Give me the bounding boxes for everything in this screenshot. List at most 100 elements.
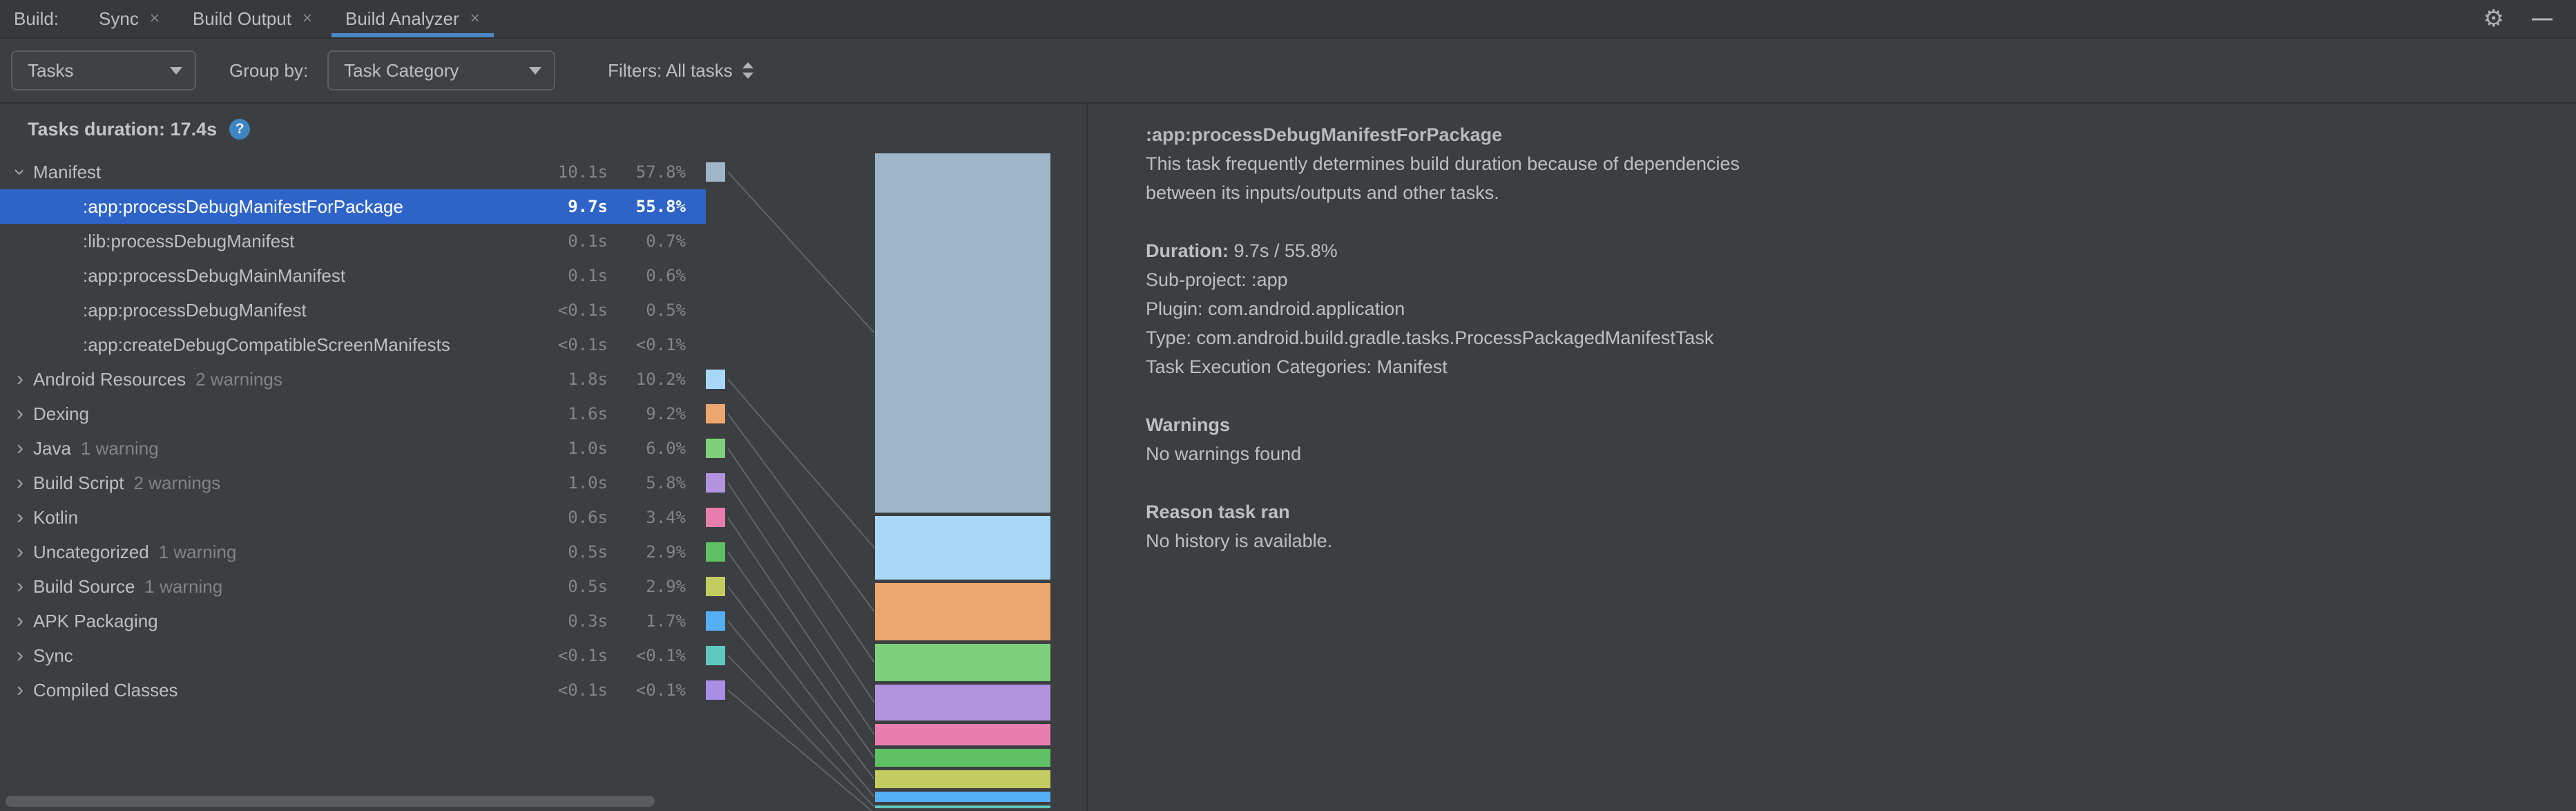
close-tab-icon[interactable]: × <box>470 9 480 28</box>
close-tab-icon[interactable]: × <box>149 9 160 28</box>
subproject-line: Sub-project: :app <box>1146 269 1288 290</box>
chevron-collapsed-icon[interactable]: › <box>17 540 23 563</box>
warnings-header: Warnings <box>1146 414 1231 435</box>
warning-count: 1 warning <box>158 541 237 562</box>
task-details-title: :app:processDebugManifestForPackage <box>1146 124 1503 145</box>
chevron-collapsed-icon[interactable]: › <box>17 678 23 701</box>
filters-label: Filters: All tasks <box>608 59 733 81</box>
task-row-lib-processdebugmanifest[interactable]: :lib:processDebugManifest 0.1s 0.7% <box>0 224 869 258</box>
chevron-collapsed-icon[interactable]: › <box>17 368 23 390</box>
task-row-app-processdebugmanifest[interactable]: :app:processDebugManifest <0.1s 0.5% <box>0 293 869 327</box>
chart-segment-dexing[interactable] <box>875 583 1050 640</box>
task-row-app-createdebugcompatiblescreenmanifests[interactable]: :app:createDebugCompatibleScreenManifest… <box>0 327 869 362</box>
plugin-line: Plugin: com.android.application <box>1146 298 1405 319</box>
duration-value: <0.1s <box>557 300 608 320</box>
chart-segment-manifest[interactable] <box>875 153 1050 513</box>
chart-segment-apk-packaging[interactable] <box>875 792 1050 802</box>
tabbar-actions: ⚙ — <box>2483 5 2562 32</box>
chart-segment-android-resources[interactable] <box>875 516 1050 580</box>
warnings-section: Warnings No warnings found <box>1146 410 2535 468</box>
task-category-row-apk-packaging[interactable]: › APK Packaging 0.3s 1.7% <box>0 604 869 638</box>
percent-value: 55.8% <box>635 197 686 216</box>
percent-value: <0.1% <box>635 680 686 700</box>
row-label: :app:createDebugCompatibleScreenManifest… <box>83 334 450 355</box>
row-label: Java <box>33 437 71 459</box>
percent-value: 2.9% <box>646 542 686 562</box>
duration-value: 1.8s <box>568 370 608 389</box>
chevron-collapsed-icon[interactable]: › <box>17 471 23 494</box>
tab-build-output[interactable]: Build Output × <box>176 0 329 37</box>
tasks-duration-label: Tasks duration: 17.4s <box>28 118 218 140</box>
chart-segment-build-script[interactable] <box>875 685 1050 721</box>
row-label: Sync <box>33 645 73 666</box>
chevron-collapsed-icon[interactable]: › <box>17 609 23 632</box>
chevron-expanded-icon[interactable]: › <box>9 169 32 175</box>
task-category-row-android-resources[interactable]: › Android Resources 2 warnings 1.8s 10.2% <box>0 362 869 397</box>
chevron-collapsed-icon[interactable]: › <box>17 437 23 459</box>
row-label: Uncategorized <box>33 541 149 562</box>
duration-value: 1.0s <box>568 439 608 458</box>
percent-value: 9.2% <box>646 404 686 423</box>
tab-sync[interactable]: Sync × <box>82 0 176 37</box>
duration-value: 1.0s <box>568 473 608 493</box>
group-by-select[interactable]: Task Category <box>327 50 556 90</box>
chart-segment-java[interactable] <box>875 644 1050 681</box>
task-description: This task frequently determines build du… <box>1146 149 2535 207</box>
chart-segment-sync[interactable] <box>875 805 1050 808</box>
row-label: Build Source <box>33 575 135 597</box>
warning-count: 2 warnings <box>195 368 282 390</box>
category-color-swatch <box>706 508 725 527</box>
chart-segment-uncategorized[interactable] <box>875 749 1050 767</box>
percent-value: <0.1% <box>635 335 686 354</box>
task-category-row-build-script[interactable]: › Build Script 2 warnings 1.0s 5.8% <box>0 466 869 500</box>
tab-label: Build Analyzer <box>345 8 459 29</box>
group-by-label: Group by: <box>229 59 309 81</box>
category-color-swatch <box>706 611 725 631</box>
percent-value: 0.5% <box>646 300 686 320</box>
row-label: Compiled Classes <box>33 679 178 700</box>
close-tab-icon[interactable]: × <box>302 9 312 28</box>
description-line: between its inputs/outputs and other tas… <box>1146 182 1499 203</box>
task-row-app-processdebugmainmanifest[interactable]: :app:processDebugMainManifest 0.1s 0.6% <box>0 258 869 293</box>
chevron-collapsed-icon[interactable]: › <box>17 402 23 425</box>
duration-value: 0.1s <box>568 231 608 251</box>
task-category-row-uncategorized[interactable]: › Uncategorized 1 warning 0.5s 2.9% <box>0 535 869 569</box>
view-mode-value: Tasks <box>28 59 74 81</box>
settings-gear-icon[interactable]: ⚙ <box>2483 5 2504 32</box>
percent-value: <0.1% <box>635 646 686 665</box>
sort-arrows-icon <box>742 62 753 79</box>
warning-count: 2 warnings <box>133 472 221 493</box>
tasks-tree: › Manifest 10.1s 57.8%:app:processDebugMani… <box>0 155 869 707</box>
hide-panel-icon[interactable]: — <box>2532 7 2553 30</box>
duration-value: 9.7s / 55.8% <box>1233 240 1338 261</box>
category-color-swatch <box>706 577 725 596</box>
dropdown-arrow-icon <box>170 66 182 75</box>
tab-build-analyzer[interactable]: Build Analyzer × <box>329 0 497 37</box>
row-label: Kotlin <box>33 506 79 528</box>
chevron-collapsed-icon[interactable]: › <box>17 644 23 667</box>
task-category-row-manifest[interactable]: › Manifest 10.1s 57.8% <box>0 155 869 189</box>
help-icon[interactable]: ? <box>229 119 251 140</box>
task-category-row-kotlin[interactable]: › Kotlin 0.6s 3.4% <box>0 500 869 535</box>
task-category-row-sync[interactable]: › Sync <0.1s <0.1% <box>0 638 869 673</box>
chart-segment-build-source[interactable] <box>875 770 1050 788</box>
task-category-row-compiled-classes[interactable]: › Compiled Classes <0.1s <0.1% <box>0 673 869 707</box>
duration-value: <0.1s <box>557 680 608 700</box>
duration-value: 0.5s <box>568 542 608 562</box>
filters-control[interactable]: Filters: All tasks <box>608 60 753 82</box>
chevron-collapsed-icon[interactable]: › <box>17 575 23 598</box>
horizontal-scrollbar[interactable] <box>6 796 655 807</box>
percent-value: 57.8% <box>635 162 686 182</box>
tab-label: Build Output <box>192 8 291 29</box>
task-category-row-dexing[interactable]: › Dexing 1.6s 9.2% <box>0 397 869 431</box>
reason-text: No history is available. <box>1146 531 1333 551</box>
duration-stacked-bar-chart <box>875 104 1050 811</box>
task-category-row-build-source[interactable]: › Build Source 1 warning 0.5s 2.9% <box>0 569 869 604</box>
chart-segment-kotlin[interactable] <box>875 724 1050 745</box>
task-category-row-java[interactable]: › Java 1 warning 1.0s 6.0% <box>0 431 869 466</box>
chevron-collapsed-icon[interactable]: › <box>17 506 23 528</box>
duration-value: 0.3s <box>568 611 608 631</box>
view-mode-select[interactable]: Tasks <box>11 50 196 90</box>
task-row-app-processdebugmanifestforpackage[interactable]: :app:processDebugManifestForPackage 9.7s 5… <box>0 189 869 224</box>
